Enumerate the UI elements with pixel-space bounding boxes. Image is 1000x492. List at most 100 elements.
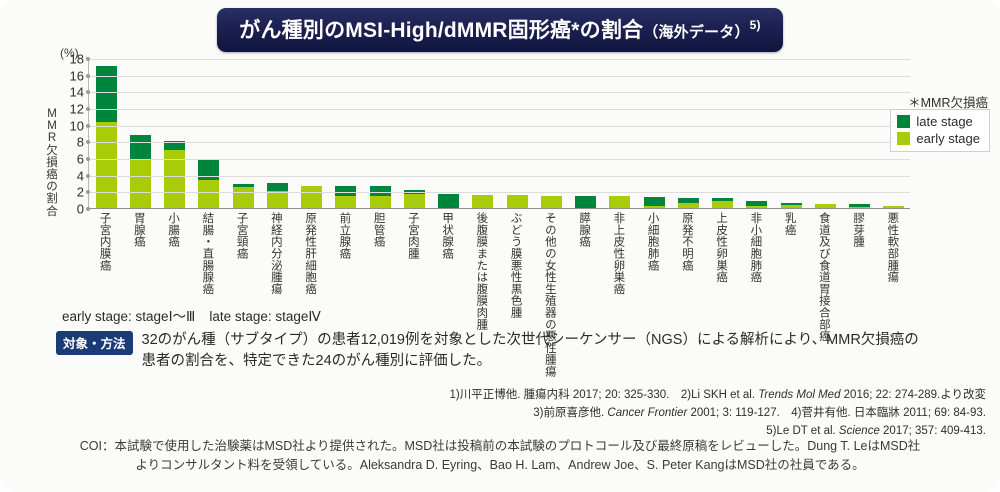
stage-note-late: late stage: stageⅣ (209, 309, 321, 324)
gridline-14 (89, 92, 910, 94)
bar-segment-early (814, 203, 836, 208)
y-tick-mark-6 (86, 157, 90, 161)
x-tick-label-2: 胃腺癌 (132, 212, 145, 248)
bar-segment-late (403, 189, 425, 194)
bar-20 (746, 59, 768, 208)
x-tick-label-24: 悪性軟部腫瘍 (886, 212, 899, 283)
mmr-footnote: ＊MMR欠損癌 (908, 96, 988, 110)
ref2-a: 3)前原喜彦他. (533, 407, 608, 420)
coi-disclosure: COI：本試験で使用した治験薬はMSD社より提供された。MSD社は投稿前の本試験… (0, 437, 1000, 475)
bar-16 (609, 59, 631, 208)
bar-segment-early (849, 207, 871, 208)
x-axis-tick-labels: 子宮内膜癌 胃腺癌 小腸癌 結腸・直腸腺癌 子宮頸癌 神経内分泌腫瘍 原発性肝細胞癌 前立腺癌… (88, 212, 910, 377)
y-tick-mark-8 (86, 140, 90, 145)
x-tick-label-15: 膵腺癌 (578, 212, 591, 248)
reference-line-1: 1)川平正博他. 腫瘍内科 2017; 20: 325-330. 2)Li SK… (26, 386, 986, 404)
bar-segment-early (780, 204, 802, 208)
bar-4 (198, 59, 220, 208)
ref2-journal: Cancer Frontier (607, 407, 688, 420)
bar-22 (814, 59, 836, 208)
x-tick-label-10: 子宮肉腫 (406, 212, 419, 260)
chart-legend: late stage early stage (890, 109, 990, 152)
bar-segment-early (95, 122, 117, 208)
x-tick-label-9: 胆管癌 (372, 212, 385, 248)
bar-segment-early (164, 149, 186, 208)
bar-segment-early (232, 187, 254, 208)
y-tick-label-6: 6 (76, 151, 84, 167)
bar-17 (643, 59, 665, 208)
y-tick-mark-10 (86, 123, 90, 128)
title-sub: （海外データ） (643, 24, 750, 41)
plot-area (88, 59, 910, 209)
x-tick-label-20: 非小細胞肺癌 (749, 212, 762, 283)
x-tick-label-19: 上皮性卵巣癌 (715, 212, 728, 283)
x-tick-label-4: 結腸・直腸腺癌 (201, 212, 214, 295)
bar-segment-early (266, 191, 288, 208)
y-tick-mark-0 (86, 207, 90, 211)
y-tick-mark-4 (86, 173, 90, 178)
x-tick-label-21: 乳癌 (783, 212, 796, 236)
legend-item-1: late stage (897, 113, 980, 130)
y-axis-unit: (%) (60, 46, 79, 60)
bar-segment-early (472, 194, 494, 208)
bar-segment-late (849, 203, 871, 208)
y-tick-label-14: 14 (69, 84, 84, 100)
legend-label: late stage (916, 114, 973, 129)
reference-line-2: 3)前原喜彦他. Cancer Frontier 2001; 3: 119-12… (26, 404, 986, 422)
x-tick-label-17: 小細胞肺癌 (646, 212, 659, 271)
bar-5 (232, 59, 254, 208)
y-axis-title-char-4: 損 (46, 156, 58, 169)
x-tick-label-13: ぶどう膜悪性黒色腫 (509, 212, 522, 319)
bar-segment-late (369, 186, 391, 196)
bar-segment-early (301, 186, 323, 208)
bar-21 (780, 59, 802, 208)
y-tick-label-0: 0 (76, 201, 84, 217)
ref1-a: 1)川平正博他. 腫瘍内科 2017; 20: 325-330. 2)Li SK… (449, 389, 759, 401)
bar-segment-late (164, 141, 186, 150)
bar-7 (301, 59, 323, 208)
ref3-a: 5)Le DT et al. (766, 425, 839, 438)
gridline-4 (89, 175, 910, 177)
bar-segment-late (712, 198, 734, 202)
legend-label: early stage (916, 131, 980, 146)
ref1-journal: Trends Mol Med (758, 389, 841, 401)
stage-note-early: early stage: stageⅠ〜Ⅲ (62, 309, 196, 324)
y-tick-label-8: 8 (76, 134, 84, 150)
bar-10 (403, 59, 425, 208)
bar-segment-late (677, 198, 699, 203)
legend-swatch-icon (897, 115, 911, 128)
bar-14 (540, 59, 562, 208)
y-axis-title-char-3: 欠 (46, 144, 58, 157)
y-axis-tick-labels: 18 16 14 12 10 8 6 4 2 0 (58, 52, 84, 217)
gridline-12 (89, 109, 910, 110)
y-axis-title-char-8: 合 (46, 205, 58, 218)
coi-line-2: よりコンサルタント料を受領している。Aleksandra D. Eyring、B… (135, 457, 865, 472)
x-tick-label-5: 子宮頸癌 (235, 212, 248, 260)
bar-segment-early (403, 193, 425, 208)
bar-segment-early (677, 203, 699, 208)
bar-segment-late (438, 193, 460, 208)
gridline-8 (89, 142, 910, 144)
stage-definition-note: early stage: stageⅠ〜Ⅲ late stage: stageⅣ (62, 305, 321, 325)
bar-segment-late (198, 159, 220, 180)
bar-segment-early (129, 159, 151, 208)
bar-segment-late (780, 203, 802, 205)
gridline-16 (89, 75, 910, 77)
ref2-b: 2001; 3: 119-127. 4)菅井有他. 日本臨牀 2011; 69:… (687, 407, 986, 420)
bar-11 (438, 59, 460, 208)
y-axis-title-char-0: M (47, 108, 57, 120)
bar-segment-early (335, 195, 357, 208)
bar-segment-early (369, 195, 391, 208)
x-tick-label-16: 非上皮性卵巣癌 (612, 212, 625, 295)
reference-line-3: 5)Le DT et al. Science 2017; 357: 409-41… (26, 422, 986, 440)
title-asterisk: * (571, 19, 580, 42)
y-tick-mark-14 (86, 90, 90, 95)
bar-segment-late (232, 183, 254, 188)
ref3-b: 2017; 357: 409-413. (879, 425, 986, 438)
x-tick-label-1: 子宮内膜癌 (98, 212, 111, 271)
bar-13 (506, 59, 528, 208)
x-tick-label-6: 神経内分泌腫瘍 (269, 212, 282, 295)
